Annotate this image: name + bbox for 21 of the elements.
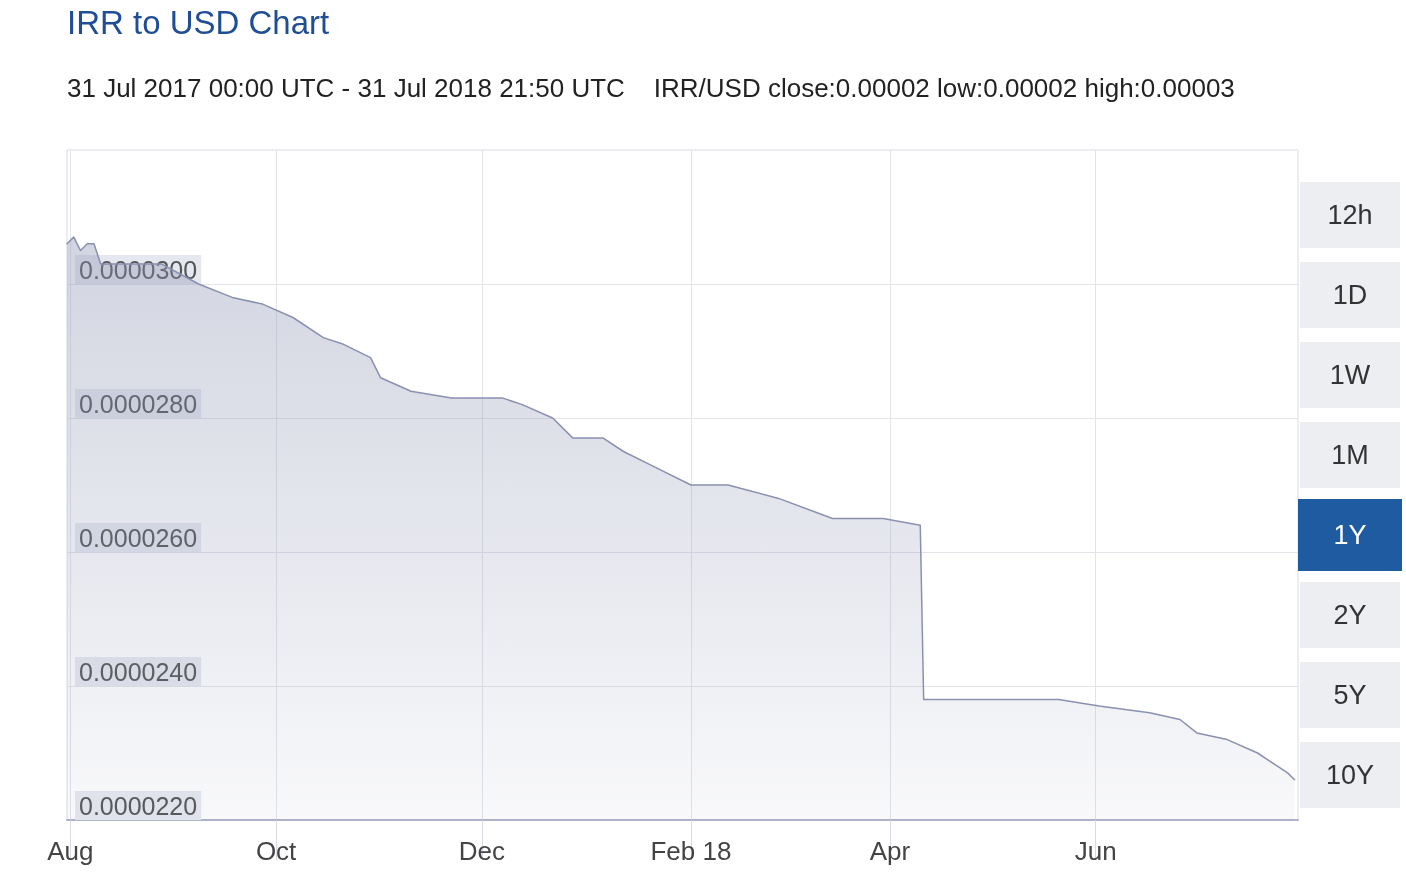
x-tick-label: Aug bbox=[47, 836, 94, 866]
text: 1Y bbox=[1298, 499, 1402, 571]
y-tick-label: 0.0000240 bbox=[79, 657, 198, 686]
text: 2Y bbox=[1300, 582, 1400, 648]
text: 5Y bbox=[1300, 662, 1400, 728]
text: 1M bbox=[1300, 422, 1400, 488]
y-tick-label: 0.0000260 bbox=[79, 523, 198, 552]
y-tick-label: 0.0000280 bbox=[79, 389, 198, 418]
x-tick-label: Oct bbox=[255, 836, 298, 866]
x-tick-label: Apr bbox=[869, 836, 911, 866]
x-tick-label: Jun bbox=[1074, 836, 1117, 866]
y-tick-label: 0.0000300 bbox=[79, 255, 198, 284]
x-tick-label: Dec bbox=[458, 836, 505, 866]
x-tick-label: Feb 18 bbox=[650, 836, 732, 866]
text: 1W bbox=[1300, 342, 1400, 408]
y-tick-label: 0.0000220 bbox=[79, 791, 198, 820]
chart-title: IRR to USD Chart bbox=[67, 4, 330, 42]
chart-subtitle: 31 Jul 2017 00:00 UTC - 31 Jul 2018 21:50 UTC IRR/USD close:0.00002 low:0.00002 high:0.00003 bbox=[67, 73, 1235, 104]
text: 12h bbox=[1300, 182, 1400, 248]
text: 1D bbox=[1300, 262, 1400, 328]
text: 10Y bbox=[1300, 742, 1400, 808]
